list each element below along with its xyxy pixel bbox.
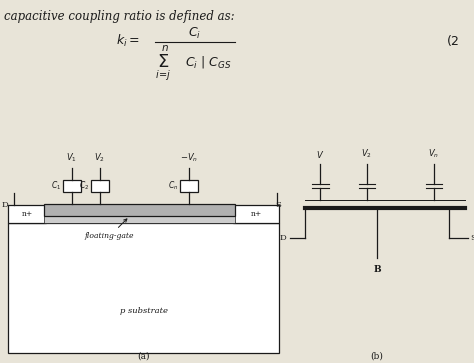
Text: $\Sigma$: $\Sigma$ (157, 53, 169, 71)
Text: $V_n$: $V_n$ (428, 148, 439, 160)
Bar (91, 180, 109, 192)
Text: n+: n+ (251, 210, 262, 218)
Text: B: B (374, 265, 381, 274)
Text: $(2$: $(2$ (447, 33, 460, 49)
Text: $-V_n$: $-V_n$ (181, 152, 199, 164)
Text: $k_i =$: $k_i =$ (116, 33, 140, 49)
Text: floating-gate: floating-gate (85, 219, 135, 240)
Text: p substrate: p substrate (119, 307, 168, 315)
Text: n+: n+ (21, 210, 33, 218)
Bar (181, 180, 199, 192)
Text: S: S (470, 234, 474, 242)
Bar (8, 205, 46, 223)
Text: D: D (280, 234, 286, 242)
Text: $V_1$: $V_1$ (66, 152, 77, 164)
Text: $C_i$: $C_i$ (189, 25, 201, 41)
Bar (44, 204, 235, 216)
Bar (63, 180, 81, 192)
Text: $C_n$: $C_n$ (168, 180, 179, 192)
Text: $V_2$: $V_2$ (94, 152, 105, 164)
Bar (8, 223, 279, 353)
Text: $V$: $V$ (316, 149, 325, 160)
Text: $C_i\ |\ C_{GS}$: $C_i\ |\ C_{GS}$ (185, 54, 232, 70)
Text: D: D (2, 201, 9, 209)
Text: $V_2$: $V_2$ (361, 148, 372, 160)
Text: $i\!=\!j$: $i\!=\!j$ (155, 68, 171, 82)
Text: $C_2$: $C_2$ (79, 180, 89, 192)
Text: (a): (a) (137, 352, 150, 361)
Text: capacitive coupling ratio is defined as:: capacitive coupling ratio is defined as: (4, 10, 235, 23)
Text: $n$: $n$ (161, 43, 169, 53)
Text: (b): (b) (371, 352, 383, 361)
Text: S: S (275, 201, 281, 209)
Bar (233, 205, 279, 223)
Bar (44, 216, 235, 223)
Text: $C_1$: $C_1$ (51, 180, 61, 192)
